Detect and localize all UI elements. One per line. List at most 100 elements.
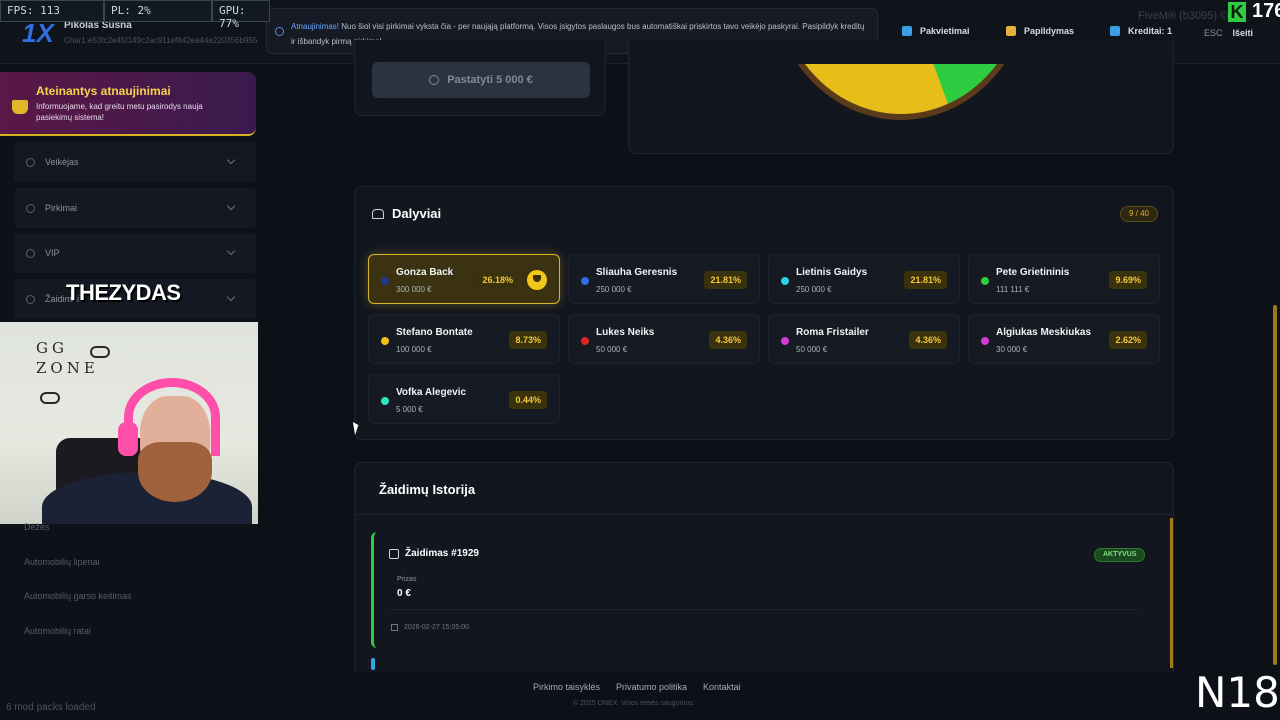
prize-value: 0 € bbox=[397, 588, 411, 599]
participant-color-dot bbox=[781, 337, 789, 345]
webcam-feed: GG ZONE bbox=[0, 322, 258, 524]
participant-color-dot bbox=[581, 277, 589, 285]
users-icon bbox=[372, 208, 384, 219]
participant-card: Stefano Bontate 100 000 € 8.73% bbox=[368, 314, 560, 364]
user-icon bbox=[26, 157, 35, 167]
streamer-name: THEZYDAS bbox=[66, 280, 181, 305]
credits-icon bbox=[1110, 26, 1120, 36]
crown-icon bbox=[26, 248, 35, 258]
menu-label: VIP bbox=[45, 248, 60, 258]
footer-link-rules[interactable]: Pirkimo taisyklės bbox=[533, 682, 601, 692]
sub-item-car-sound[interactable]: Automobilių garso keitimas bbox=[24, 591, 132, 601]
participant-percent: 21.81% bbox=[704, 271, 747, 289]
menu-character[interactable]: Veikėjas bbox=[14, 142, 256, 182]
footer-link-privacy[interactable]: Privatumo politika bbox=[616, 682, 688, 692]
participant-amount: 50 000 € bbox=[596, 345, 628, 354]
headset bbox=[124, 378, 220, 456]
chevron-down-icon bbox=[226, 246, 236, 256]
participant-percent: 21.81% bbox=[904, 271, 947, 289]
participant-card: Sliauha Geresnis 250 000 € 21.81% bbox=[568, 254, 760, 304]
menu-purchases[interactable]: Pirkimai bbox=[14, 188, 256, 228]
headset-cup bbox=[118, 422, 138, 456]
participant-card: Pete Grietininis 111 111 € 9.69% bbox=[968, 254, 1160, 304]
copyright: © 2025 ONEX. Visos teisės saugomos. bbox=[573, 700, 695, 707]
exit-label: Išeiti bbox=[1232, 28, 1254, 38]
participant-name: Gonza Back bbox=[396, 267, 454, 278]
game-title-label: Žaidimas #1929 bbox=[405, 548, 479, 559]
promo-text: Informuojame, kad greitu metu pasirodys … bbox=[36, 102, 203, 122]
participants-header: Dalyviai bbox=[372, 206, 441, 221]
divider bbox=[354, 514, 1174, 515]
participant-color-dot bbox=[581, 337, 589, 345]
participant-card: Gonza Back 300 000 € 26.18% bbox=[368, 254, 560, 304]
dice-icon bbox=[389, 548, 399, 559]
logo: 1X bbox=[22, 18, 54, 48]
game-entry[interactable]: Žaidimas #1929 AKTYVUS Prizas 0 € 2026-0… bbox=[371, 532, 1151, 648]
nav-invites[interactable]: Pakvietimai bbox=[902, 26, 970, 36]
exit-button[interactable]: ESC Išeiti bbox=[1204, 28, 1253, 38]
participant-amount: 250 000 € bbox=[796, 285, 832, 294]
gpu: GPU: 77% bbox=[212, 0, 270, 30]
game-date: 2026-02-27 15:05:00 bbox=[391, 624, 469, 631]
participant-card: Roma Fristailer 50 000 € 4.36% bbox=[768, 314, 960, 364]
esc-key: ESC bbox=[1204, 28, 1223, 38]
username: Pikolas Susna bbox=[64, 20, 132, 31]
chevron-down-icon bbox=[226, 155, 236, 165]
nav-credits-label: Kreditai: 1 bbox=[1128, 26, 1173, 36]
participant-percent: 2.62% bbox=[1109, 331, 1147, 349]
participant-name: Lietinis Gaidys bbox=[796, 267, 868, 278]
participant-amount: 300 000 € bbox=[396, 285, 432, 294]
pl: PL: 2% bbox=[104, 0, 212, 22]
nav-topup-label: Papildymas bbox=[1024, 26, 1075, 36]
menu-label: Pirkimai bbox=[45, 203, 78, 213]
topup-icon bbox=[1006, 26, 1016, 36]
participant-amount: 100 000 € bbox=[396, 345, 432, 354]
notice-label: Atnaujinimas! bbox=[291, 22, 340, 31]
status-badge: AKTYVUS bbox=[1094, 548, 1146, 562]
footer-links: Pirkimo taisyklės Privatumo politika Kon… bbox=[533, 682, 741, 692]
upcoming-updates-banner: Ateinantys atnaujinimai Informuojame, ka… bbox=[0, 72, 256, 136]
info-icon bbox=[275, 27, 284, 36]
participant-color-dot bbox=[781, 277, 789, 285]
participant-amount: 5 000 € bbox=[396, 405, 423, 414]
coin-icon bbox=[429, 75, 440, 85]
participant-name: Roma Fristailer bbox=[796, 327, 869, 338]
menu-games[interactable]: Žaidimai bbox=[14, 279, 256, 319]
game-title: Žaidimas #1929 bbox=[389, 548, 479, 559]
participant-card: Lukes Neiks 50 000 € 4.36% bbox=[568, 314, 760, 364]
trophy-icon bbox=[527, 270, 547, 290]
participant-percent: 8.73% bbox=[509, 331, 547, 349]
cart-icon bbox=[26, 203, 35, 213]
nav-credits[interactable]: Kreditai: 1 bbox=[1110, 26, 1172, 36]
page-scrollbar[interactable] bbox=[1273, 305, 1277, 665]
sub-item-car-wheels[interactable]: Automobilių ratai bbox=[24, 626, 92, 636]
sub-item-car-stickers[interactable]: Automobilių lipenai bbox=[24, 557, 100, 567]
menu-label: Žaidimai bbox=[45, 294, 80, 304]
place-bet-label: Pastatyti 5 000 € bbox=[447, 74, 533, 86]
stream-counter: K 176 bbox=[1228, 0, 1280, 23]
gamepad-icon bbox=[90, 346, 110, 358]
participant-color-dot bbox=[981, 277, 989, 285]
participant-color-dot bbox=[381, 397, 389, 405]
participant-card: Lietinis Gaidys 250 000 € 21.81% bbox=[768, 254, 960, 304]
place-bet-button[interactable]: Pastatyti 5 000 € bbox=[372, 62, 590, 98]
history-title: Žaidimų Istorija bbox=[379, 482, 476, 497]
character-id: Char1:e53fc2e45f149c2ac911ef842ea44a2203… bbox=[64, 36, 258, 45]
next-game-entry bbox=[371, 658, 375, 670]
participant-amount: 250 000 € bbox=[596, 285, 632, 294]
participant-percent: 0.44% bbox=[509, 391, 547, 409]
participant-name: Pete Grietininis bbox=[996, 267, 1070, 278]
mods-loaded: 6 mod packs loaded bbox=[6, 702, 96, 713]
invite-icon bbox=[902, 26, 912, 36]
participant-card: Algiukas Meskiukas 30 000 € 2.62% bbox=[968, 314, 1160, 364]
footer-link-contacts[interactable]: Kontaktai bbox=[703, 682, 741, 692]
sub-item-boxes[interactable]: Dėžės bbox=[24, 522, 50, 532]
menu-vip[interactable]: VIP bbox=[14, 233, 256, 273]
menu-label: Veikėjas bbox=[45, 157, 79, 167]
promo-title: Ateinantys atnaujinimai bbox=[36, 84, 171, 98]
history-scrollbar[interactable] bbox=[1170, 518, 1173, 668]
gamepad-icon bbox=[40, 392, 60, 404]
perf-stats: FPS: 113 PL: 2% GPU: 77% bbox=[0, 0, 270, 30]
participant-card: Vofka Alegevic 5 000 € 0.44% bbox=[368, 374, 560, 424]
nav-topup[interactable]: Papildymas bbox=[1006, 26, 1074, 36]
